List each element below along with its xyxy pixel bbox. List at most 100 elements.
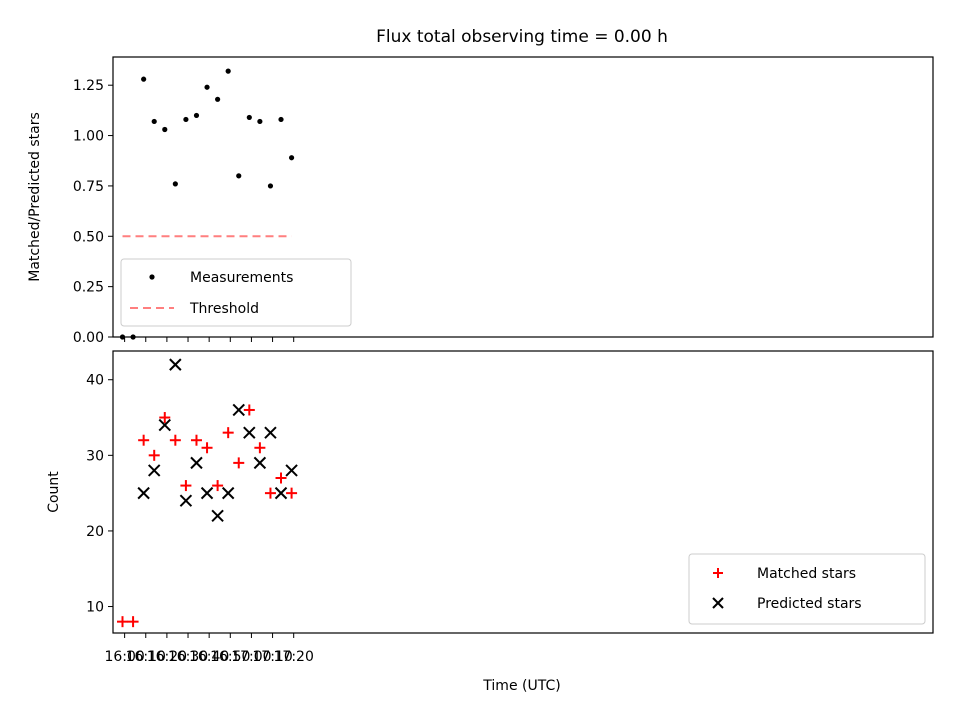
predicted-star-point <box>200 486 214 500</box>
measurement-point <box>246 114 252 121</box>
measurement-point <box>225 68 231 74</box>
matched-star-point <box>286 487 298 499</box>
x-axis-label: Time (UTC) <box>482 678 560 694</box>
predicted-star-mark-b <box>190 456 203 470</box>
top-x-ticks <box>124 337 295 342</box>
predicted-star-point <box>179 494 193 507</box>
matched-star-point <box>243 404 255 416</box>
predicted-star-mark-b <box>137 486 150 500</box>
bottom-x-tick-label: 16:20 <box>147 649 187 665</box>
matched-star-point <box>138 434 150 446</box>
matched-star-point <box>254 442 266 454</box>
matched-star-point <box>212 480 224 492</box>
predicted-star-point <box>211 509 224 523</box>
bottom-plot-area <box>112 350 934 634</box>
legend-predicted-marker <box>712 597 724 609</box>
predicted-star-mark-b <box>158 418 171 432</box>
measurement-point <box>172 181 178 187</box>
predicted-star-mark-b <box>243 426 256 439</box>
bottom-y-tick-label: 40 <box>86 373 104 389</box>
bottom-legend: Matched stars Predicted stars <box>688 553 926 625</box>
measurement-point <box>119 334 126 340</box>
top-y-tick-label: 0.75 <box>73 179 104 195</box>
predicted-star-point <box>243 426 256 439</box>
predicted-star-point <box>137 486 150 500</box>
predicted-star-mark-b <box>264 426 277 439</box>
measurement-point <box>257 118 263 125</box>
top-y-tick-label: 1.25 <box>73 78 104 94</box>
bottom-x-tick-label: 16:40 <box>189 649 229 665</box>
predicted-star-mark-b <box>148 464 161 477</box>
top-legend: Measurements Threshold <box>120 258 352 327</box>
predicted-star-mark-b <box>200 486 214 500</box>
matched-star-point <box>222 427 234 439</box>
bottom-x-tick-label: 17:00 <box>231 649 271 665</box>
measurement-point <box>236 173 242 179</box>
bottom-y-tick-label: 10 <box>86 600 104 616</box>
bottom-x-tick-label: 17:10 <box>252 649 292 665</box>
matched-star-point <box>127 616 139 628</box>
top-y-tick-label: 1.00 <box>73 129 104 145</box>
bottom-x-tick-label: 16:00 <box>104 649 144 665</box>
predicted-star-mark-b <box>232 403 245 417</box>
predicted-star-point <box>169 358 182 371</box>
matched-stars-points <box>117 404 298 628</box>
top-panel: Flux total observing time = 0.00 h Match… <box>27 27 934 346</box>
top-y-ticks: 0.00 0.25 0.50 0.75 1.00 1.25 <box>73 78 113 346</box>
matched-star-point <box>201 442 213 454</box>
measurement-point <box>130 334 136 340</box>
predicted-star-point <box>148 464 161 477</box>
measurement-point <box>278 116 284 123</box>
predicted-star-point <box>264 426 277 439</box>
top-y-tick-label: 0.25 <box>73 280 104 296</box>
top-legend-box <box>120 258 352 327</box>
predicted-star-point <box>232 403 245 417</box>
matched-star-point <box>159 412 171 424</box>
predicted-star-point <box>221 486 235 500</box>
measurement-point <box>193 112 200 119</box>
chart-title: Flux total observing time = 0.00 h <box>376 27 668 47</box>
top-plot-area <box>112 56 934 338</box>
bottom-x-tick-label: 16:50 <box>210 649 250 665</box>
measurement-point <box>288 155 295 161</box>
predicted-star-point <box>285 464 298 477</box>
predicted-star-mark-b <box>285 464 298 477</box>
top-y-tick-label: 0.00 <box>73 330 104 346</box>
predicted-star-mark-b <box>211 509 224 523</box>
legend-measurements-marker <box>149 274 155 280</box>
matched-star-point <box>264 487 276 499</box>
predicted-stars-points <box>137 358 298 523</box>
bottom-y-axis-label: Count <box>46 471 62 513</box>
predicted-star-mark-b <box>221 486 235 500</box>
matched-star-point <box>233 457 245 469</box>
matched-star-point <box>169 434 181 446</box>
legend-matched-label: Matched stars <box>757 566 856 582</box>
predicted-star-mark-b <box>169 358 182 371</box>
measurement-point <box>183 116 189 123</box>
bottom-x-tick-label: 17:20 <box>274 649 314 665</box>
matched-star-point <box>180 480 192 492</box>
measurement-points <box>119 68 295 340</box>
bottom-x-tick-label: 16:30 <box>168 649 208 665</box>
measurement-point <box>267 183 274 189</box>
measurement-point <box>151 118 157 125</box>
bottom-x-tick-label: 16:10 <box>126 649 166 665</box>
matched-star-point <box>190 434 202 446</box>
bottom-y-ticks: 10 20 30 40 <box>86 373 113 616</box>
matched-star-point <box>148 449 160 461</box>
measurement-point <box>162 126 168 133</box>
predicted-star-point <box>274 486 288 500</box>
top-y-tick-label: 0.50 <box>73 229 104 245</box>
bottom-panel: Count Time (UTC) 10 20 30 40 16:0016:1016:2… <box>46 350 934 694</box>
predicted-star-mark-b <box>179 494 193 507</box>
bottom-y-tick-label: 20 <box>86 524 104 540</box>
top-y-axis-label: Matched/Predicted stars <box>27 112 43 282</box>
predicted-star-mark-b <box>274 486 288 500</box>
bottom-legend-box <box>688 553 926 625</box>
measurement-point <box>204 84 210 90</box>
legend-measurements-label: Measurements <box>190 270 293 286</box>
measurement-point <box>141 76 147 82</box>
bottom-y-tick-label: 30 <box>86 448 104 464</box>
legend-predicted-label: Predicted stars <box>757 596 862 612</box>
predicted-star-point <box>190 456 203 470</box>
